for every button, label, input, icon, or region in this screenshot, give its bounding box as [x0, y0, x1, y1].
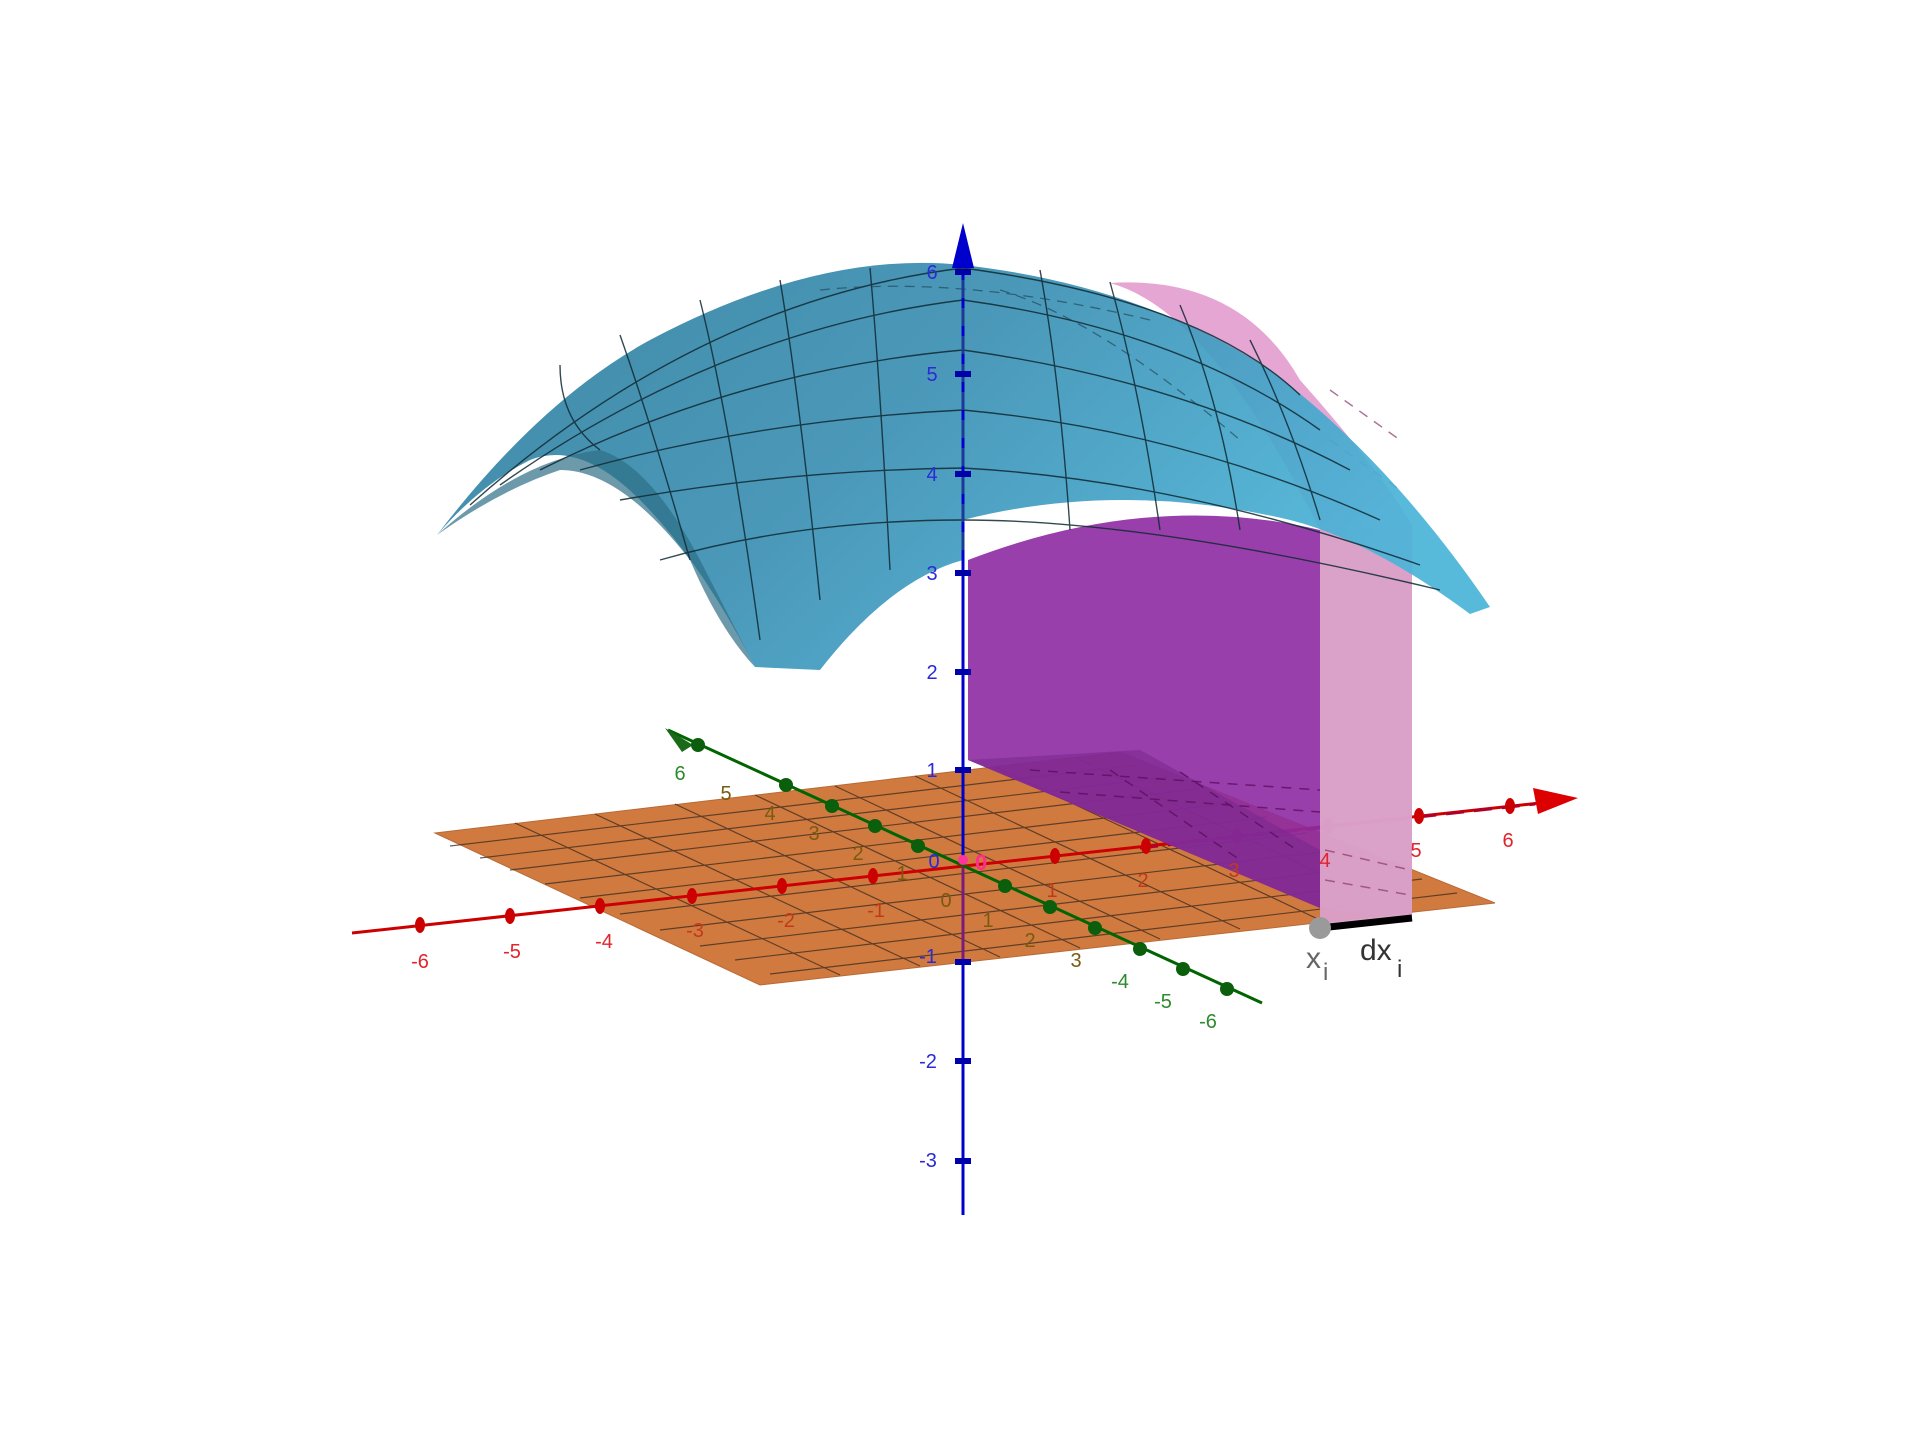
y-tick-label: 6	[674, 763, 685, 785]
x-tick-label: 5	[1410, 840, 1421, 862]
z-axis-labels: 6 5 4 3 2 1 0 -1 -2 -3	[919, 262, 939, 1172]
y-tick-label: 4	[764, 803, 775, 825]
z-tick-label: -3	[919, 1150, 937, 1172]
origin-point	[958, 855, 968, 865]
x-tick-label: -1	[867, 900, 885, 922]
x-tick-label: -2	[777, 910, 795, 932]
y-tick-label: 2	[852, 843, 863, 865]
y-tick-label: 5	[720, 783, 731, 805]
volume-slab	[968, 515, 1321, 908]
xi-label-main: x	[1306, 942, 1321, 975]
x-tick-label: 2	[1137, 870, 1148, 892]
x-tick-label: 4	[1319, 850, 1330, 872]
z-tick-label: 4	[926, 464, 937, 486]
y-tick-label: -5	[1154, 991, 1172, 1013]
z-tick-label: 3	[926, 563, 937, 585]
z-axis	[952, 223, 974, 860]
y-tick-label: 0	[940, 890, 951, 912]
z-tick-label: 5	[926, 364, 937, 386]
xi-label: x i	[1306, 942, 1328, 986]
dxi-label-subscript: i	[1397, 956, 1402, 983]
z-tick-label: -2	[919, 1051, 937, 1073]
y-tick-label: 3	[808, 823, 819, 845]
y-tick-label: 1	[982, 910, 993, 932]
z-tick-label: 0	[928, 851, 939, 873]
y-tick-label: -6	[1199, 1011, 1217, 1033]
y-tick-label: 3	[1070, 950, 1081, 972]
x-axis-labels: -6 -5 -4 -3 -2 -1 1 2 3 4 5 6	[411, 830, 1513, 973]
origin-label: 0	[975, 850, 987, 875]
z-axis-lower	[955, 860, 971, 1215]
point-xi[interactable]	[1309, 917, 1331, 939]
dxi-label: dx i	[1360, 934, 1402, 983]
z-tick-label: 6	[926, 262, 937, 284]
x-tick-label: 6	[1502, 830, 1513, 852]
x-tick-label: -5	[503, 941, 521, 963]
z-tick-label: -1	[919, 946, 937, 968]
y-tick-label: 1	[896, 863, 907, 885]
y-axis-labels: 6 5 4 3 2 1 0 1 2 3 -4 -5 -6	[674, 763, 1216, 1033]
x-tick-label: -4	[595, 931, 613, 953]
x-tick-label: -3	[686, 920, 704, 942]
slice-markers	[1309, 914, 1413, 939]
dxi-label-main: dx	[1360, 934, 1392, 967]
y-tick-label: 2	[1024, 930, 1035, 952]
x-tick-label: -6	[411, 951, 429, 973]
z-tick-label: 2	[926, 662, 937, 684]
y-axis	[665, 728, 1263, 1005]
xi-label-subscript: i	[1323, 959, 1328, 986]
z-tick-label: 1	[926, 760, 937, 782]
y-tick-label: -4	[1111, 971, 1129, 993]
x-tick-label: 3	[1228, 860, 1239, 882]
x-tick-label: 1	[1046, 880, 1057, 902]
